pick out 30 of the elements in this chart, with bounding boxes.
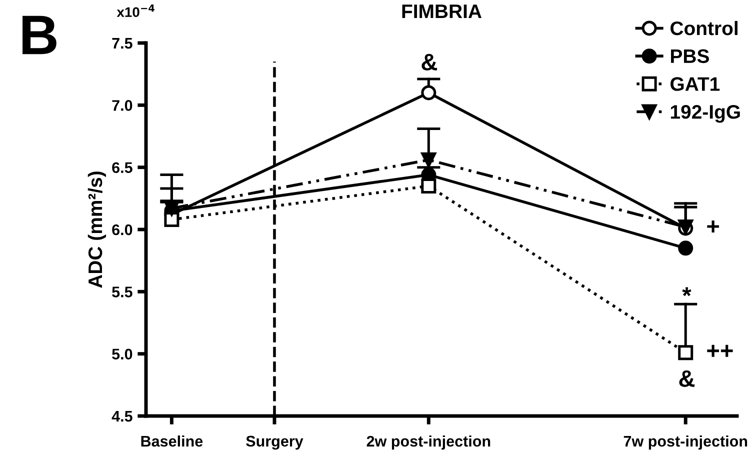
y-tick-label: 4.5 bbox=[112, 411, 132, 422]
y-tick-label: 5.0 bbox=[112, 348, 132, 360]
legend-label: 192-IgG bbox=[670, 104, 740, 123]
x-tick-label: 2w post-injection bbox=[366, 435, 490, 450]
x-tick-label: Surgery bbox=[246, 436, 304, 450]
y-axis-title: ADC (mm²/s) bbox=[88, 172, 106, 288]
legend-label: PBS bbox=[671, 49, 709, 64]
legend-label: GAT1 bbox=[670, 77, 720, 91]
annotation: * bbox=[682, 287, 692, 296]
point bbox=[678, 240, 694, 256]
annotation: & bbox=[422, 54, 437, 70]
point bbox=[164, 212, 180, 228]
chart-title: FIMBRIA bbox=[402, 4, 482, 18]
point bbox=[421, 152, 436, 168]
legend-label: Control bbox=[670, 20, 738, 36]
annotation: & bbox=[679, 370, 695, 387]
point bbox=[421, 85, 436, 100]
y-tick-label: 6.0 bbox=[112, 224, 132, 236]
point bbox=[678, 345, 694, 360]
y-tick-label: 7.0 bbox=[112, 100, 132, 111]
point bbox=[421, 178, 436, 194]
x-tick-label: 7w post-injection bbox=[624, 435, 748, 450]
y-tick-label: 6.5 bbox=[112, 162, 132, 174]
annotation: ++ bbox=[707, 344, 733, 357]
y-tick-label: 7.5 bbox=[112, 38, 132, 49]
annotation: + bbox=[707, 220, 719, 233]
text: x10$^{−4}$ bbox=[116, 4, 154, 18]
x-tick-label: Baseline bbox=[141, 435, 203, 447]
y-tick-label: 5.5 bbox=[112, 286, 132, 298]
text: B bbox=[22, 16, 56, 54]
